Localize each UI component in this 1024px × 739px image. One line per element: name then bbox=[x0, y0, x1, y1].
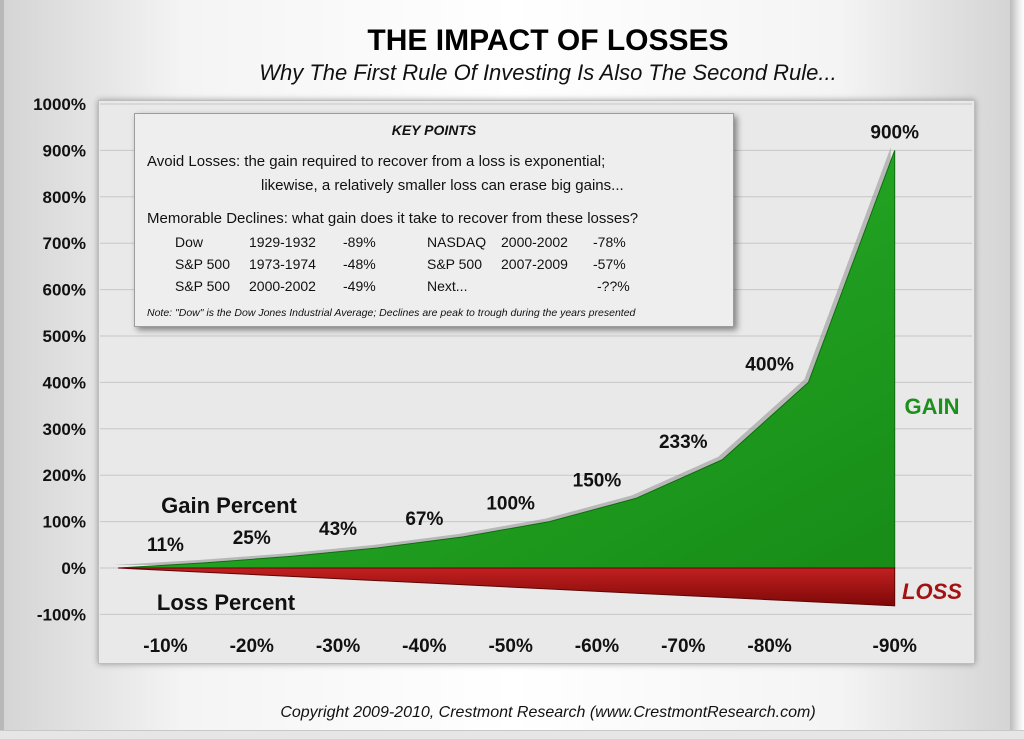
decline-percent: -48% bbox=[343, 256, 376, 272]
loss-series-label: LOSS bbox=[902, 579, 962, 604]
x-tick-label: -10% bbox=[143, 636, 187, 657]
gain-data-label: 400% bbox=[745, 354, 794, 375]
key-points-box: KEY POINTS Avoid Losses: the gain requir… bbox=[134, 113, 734, 327]
y-tick-label: 200% bbox=[43, 466, 86, 485]
gain-series-label: GAIN bbox=[905, 394, 960, 419]
gain-data-label: 67% bbox=[405, 509, 443, 530]
gain-data-label: 100% bbox=[486, 494, 535, 515]
copyright-notice: Copyright 2009-2010, Crestmont Research … bbox=[280, 704, 816, 721]
gain-data-label: 233% bbox=[659, 432, 708, 453]
loss-area bbox=[117, 567, 896, 607]
y-tick-label: 800% bbox=[43, 188, 86, 207]
x-tick-label: -90% bbox=[873, 636, 917, 657]
decline-name: Dow bbox=[175, 234, 204, 250]
decline-name: S&P 500 bbox=[427, 256, 483, 272]
key-point-avoid-losses: Avoid Losses: the gain required to recov… bbox=[147, 153, 606, 170]
decline-name: S&P 500 bbox=[175, 256, 231, 272]
y-tick-label: 1000% bbox=[33, 95, 86, 114]
decline-percent: -57% bbox=[593, 256, 626, 272]
decline-name: Next... bbox=[427, 278, 468, 294]
y-tick-label: 600% bbox=[43, 281, 86, 300]
window-left-edge bbox=[0, 0, 4, 738]
y-tick-label: 0% bbox=[61, 559, 86, 578]
x-tick-label: -80% bbox=[747, 636, 791, 657]
y-tick-label: 500% bbox=[43, 327, 86, 346]
gain-data-label: 25% bbox=[233, 528, 271, 549]
decline-percent: -89% bbox=[343, 234, 376, 250]
window-right-scroll-edge bbox=[1010, 0, 1024, 738]
decline-years: 1929-1932 bbox=[249, 234, 316, 250]
x-tick-label: -50% bbox=[488, 636, 532, 657]
decline-name: NASDAQ bbox=[427, 234, 487, 250]
decline-years: 1973-1974 bbox=[249, 256, 316, 272]
y-tick-label: 700% bbox=[43, 234, 86, 253]
y-tick-label: -100% bbox=[37, 605, 86, 624]
decline-percent: -78% bbox=[593, 234, 626, 250]
key-point-likewise: likewise, a relatively smaller loss can … bbox=[261, 177, 624, 194]
x-tick-label: -70% bbox=[661, 636, 705, 657]
y-tick-label: 900% bbox=[43, 141, 86, 160]
key-point-memorable-declines: Memorable Declines: what gain does it ta… bbox=[147, 210, 639, 227]
y-tick-label: 400% bbox=[43, 373, 86, 392]
loss-percent-label: Loss Percent bbox=[157, 590, 296, 615]
y-tick-label: 300% bbox=[43, 420, 86, 439]
decline-years: 2000-2002 bbox=[501, 234, 568, 250]
x-tick-label: -20% bbox=[230, 636, 274, 657]
decline-percent: -49% bbox=[343, 278, 376, 294]
gain-percent-label: Gain Percent bbox=[161, 493, 297, 518]
decline-years: 2007-2009 bbox=[501, 256, 568, 272]
decline-years: 2000-2002 bbox=[249, 278, 316, 294]
key-points-note: Note: "Dow" is the Dow Jones Industrial … bbox=[147, 307, 636, 319]
x-tick-label: -60% bbox=[575, 636, 619, 657]
gain-data-label: 900% bbox=[870, 122, 919, 143]
chart-title: THE IMPACT OF LOSSES bbox=[367, 24, 729, 57]
gain-data-label: 150% bbox=[573, 470, 622, 491]
x-tick-label: -40% bbox=[402, 636, 446, 657]
decline-name: S&P 500 bbox=[175, 278, 231, 294]
gain-data-label: 43% bbox=[319, 519, 357, 540]
decline-percent: -??% bbox=[597, 278, 630, 294]
y-tick-label: 100% bbox=[43, 513, 86, 532]
window-bottom-bar bbox=[0, 730, 1024, 739]
gain-data-label: 11% bbox=[147, 535, 184, 556]
x-tick-label: -30% bbox=[316, 636, 360, 657]
key-points-title: KEY POINTS bbox=[391, 122, 477, 138]
gain-area bbox=[117, 150, 896, 569]
chart-subtitle: Why The First Rule Of Investing Is Also … bbox=[259, 60, 837, 85]
